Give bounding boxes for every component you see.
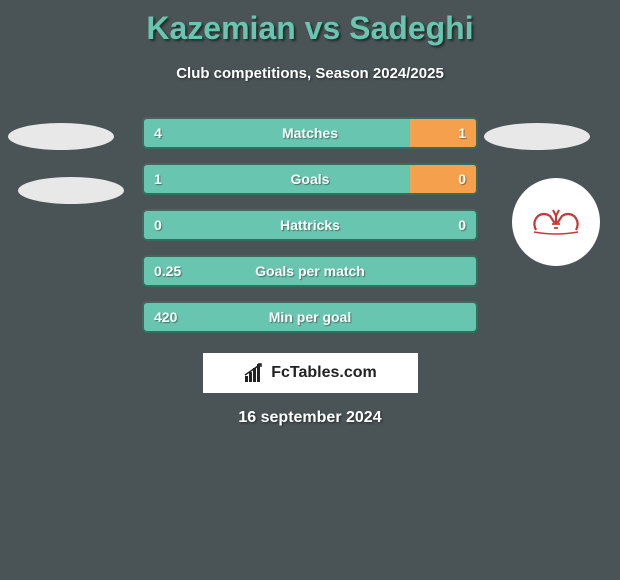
stat-left-value: 0.25 bbox=[154, 263, 181, 279]
stat-left-value: 4 bbox=[154, 125, 162, 141]
stat-fill-right bbox=[410, 165, 476, 193]
page-subtitle: Club competitions, Season 2024/2025 bbox=[0, 65, 620, 82]
stat-left-value: 420 bbox=[154, 309, 177, 325]
stat-row-goals: 1 Goals 0 bbox=[142, 163, 478, 195]
stat-fill-right bbox=[410, 119, 476, 147]
stat-label: Min per goal bbox=[269, 309, 351, 325]
stat-row-matches: 4 Matches 1 bbox=[142, 117, 478, 149]
date-label: 16 september 2024 bbox=[0, 409, 620, 427]
stat-row-hattricks: 0 Hattricks 0 bbox=[142, 209, 478, 241]
stat-right-value: 0 bbox=[458, 171, 466, 187]
stat-right-value: 0 bbox=[458, 217, 466, 233]
page-title: Kazemian vs Sadeghi bbox=[0, 0, 620, 47]
stat-label: Matches bbox=[282, 125, 338, 141]
branding-text: FcTables.com bbox=[271, 364, 377, 382]
stat-row-gpm: 0.25 Goals per match bbox=[142, 255, 478, 287]
stat-left-value: 1 bbox=[154, 171, 162, 187]
branding-banner[interactable]: FcTables.com bbox=[203, 353, 418, 393]
stat-left-value: 0 bbox=[154, 217, 162, 233]
stats-container: 4 Matches 1 1 Goals 0 0 Hattricks 0 0.25… bbox=[0, 117, 620, 333]
stat-right-value: 1 bbox=[458, 125, 466, 141]
chart-icon bbox=[243, 362, 265, 384]
stat-label: Goals bbox=[291, 171, 330, 187]
stat-row-mpg: 420 Min per goal bbox=[142, 301, 478, 333]
stat-label: Goals per match bbox=[255, 263, 365, 279]
stat-label: Hattricks bbox=[280, 217, 340, 233]
